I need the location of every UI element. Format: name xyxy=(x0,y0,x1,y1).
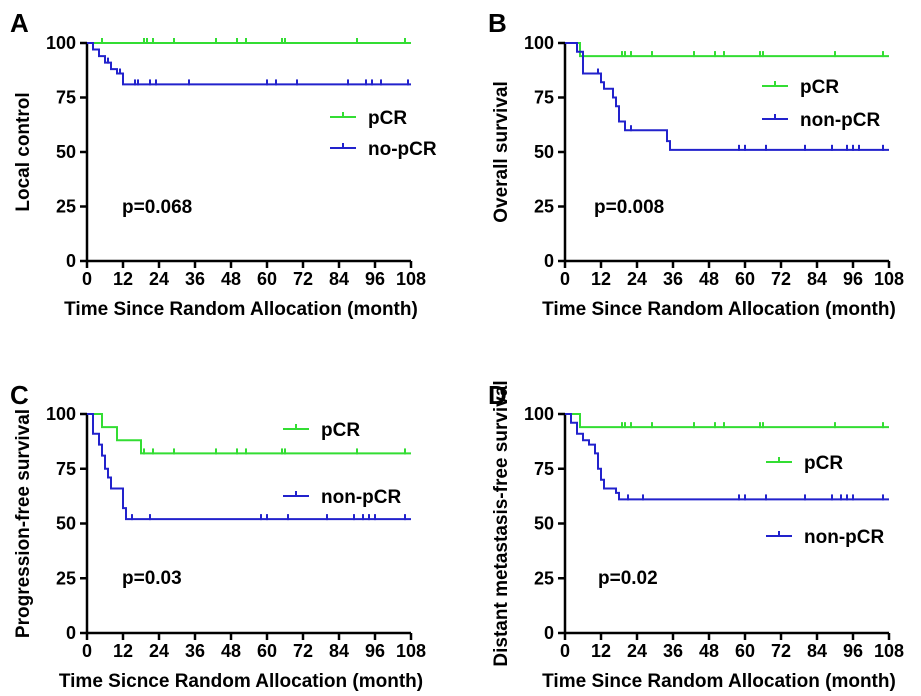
legend-label: no-pCR xyxy=(368,139,437,160)
y-tick-label: 0 xyxy=(544,623,554,643)
x-tick-label: 36 xyxy=(185,641,205,661)
x-tick-label: 36 xyxy=(185,269,205,289)
panel-letter: B xyxy=(488,8,507,38)
x-tick-label: 12 xyxy=(113,641,133,661)
series-line-pcr xyxy=(565,42,889,58)
y-axis-label: Distant metastasis-free survival xyxy=(491,380,512,666)
y-tick-label: 75 xyxy=(534,459,554,479)
y-tick-label: 50 xyxy=(534,142,554,162)
p-value-annotation: p=0.02 xyxy=(598,568,658,589)
legend-label: non-pCR xyxy=(800,110,880,131)
y-tick-label: 25 xyxy=(56,568,76,588)
x-tick-label: 108 xyxy=(874,641,904,661)
panel-letter: C xyxy=(10,380,29,410)
series-line-no-pcr xyxy=(87,42,411,86)
legend-label: pCR xyxy=(804,453,843,474)
y-tick-label: 50 xyxy=(534,514,554,534)
x-tick-label: 108 xyxy=(874,269,904,289)
y-tick-label: 50 xyxy=(56,514,76,534)
x-tick-label: 0 xyxy=(560,269,570,289)
x-tick-label: 72 xyxy=(771,269,791,289)
x-tick-label: 48 xyxy=(221,641,241,661)
y-tick-label: 0 xyxy=(544,251,554,271)
x-tick-label: 0 xyxy=(560,641,570,661)
legend-label: pCR xyxy=(321,420,360,441)
y-tick-label: 100 xyxy=(524,404,554,424)
x-tick-label: 60 xyxy=(735,269,755,289)
p-value-annotation: p=0.068 xyxy=(122,197,192,218)
y-tick-label: 25 xyxy=(56,197,76,217)
x-tick-label: 72 xyxy=(771,641,791,661)
panel-a: A 0 25 50 75 100 0 12 24 36 48 60 72 84 96 108 Time Sinc… xyxy=(10,8,437,320)
x-tick-label: 48 xyxy=(699,269,719,289)
y-tick-label: 75 xyxy=(56,459,76,479)
y-tick-label: 75 xyxy=(534,88,554,108)
x-tick-label: 24 xyxy=(149,269,169,289)
series-line-pcr xyxy=(565,413,889,429)
x-tick-label: 48 xyxy=(699,641,719,661)
y-tick-label: 75 xyxy=(56,88,76,108)
x-tick-label: 0 xyxy=(82,641,92,661)
panel-c: C 0 25 50 75 100 0 12 24 36 48 60 72 84 96 108 Time Sicn… xyxy=(10,380,426,692)
y-tick-label: 50 xyxy=(56,142,76,162)
x-tick-label: 96 xyxy=(365,641,385,661)
y-tick-label: 100 xyxy=(46,33,76,53)
legend-label: non-pCR xyxy=(321,487,401,508)
x-tick-label: 60 xyxy=(735,641,755,661)
y-tick-label: 0 xyxy=(66,251,76,271)
y-axis-label: Local control xyxy=(13,92,34,211)
x-tick-label: 84 xyxy=(807,269,827,289)
y-axis-label: Overall survival xyxy=(491,81,512,223)
y-tick-label: 25 xyxy=(534,568,554,588)
panel-letter: A xyxy=(10,8,29,38)
x-axis-label: Time Since Random Allocation (month) xyxy=(542,299,896,320)
x-tick-label: 60 xyxy=(257,269,277,289)
series-line-non-pcr xyxy=(87,413,411,521)
x-tick-label: 60 xyxy=(257,641,277,661)
x-tick-label: 24 xyxy=(627,269,647,289)
y-axis-label: Progression-free survival xyxy=(13,409,34,638)
series-line-non-pcr xyxy=(565,413,889,501)
x-tick-label: 24 xyxy=(627,641,647,661)
x-tick-label: 84 xyxy=(329,269,349,289)
legend-label: pCR xyxy=(800,77,839,98)
y-tick-label: 25 xyxy=(534,197,554,217)
y-tick-label: 0 xyxy=(66,623,76,643)
y-tick-label: 100 xyxy=(46,404,76,424)
series-line-non-pcr xyxy=(565,42,889,151)
x-tick-label: 12 xyxy=(113,269,133,289)
x-tick-label: 84 xyxy=(329,641,349,661)
x-tick-label: 96 xyxy=(365,269,385,289)
legend-label: non-pCR xyxy=(804,527,884,548)
x-tick-label: 108 xyxy=(396,641,426,661)
x-tick-label: 72 xyxy=(293,641,313,661)
x-tick-label: 84 xyxy=(807,641,827,661)
x-axis-label: Time Since Random Allocation (month) xyxy=(64,299,418,320)
x-tick-label: 0 xyxy=(82,269,92,289)
x-tick-label: 108 xyxy=(396,269,426,289)
legend-label: pCR xyxy=(368,108,407,129)
y-tick-label: 100 xyxy=(524,33,554,53)
x-tick-label: 36 xyxy=(663,269,683,289)
x-tick-label: 12 xyxy=(591,269,611,289)
panel-d: D 0 25 50 75 100 0 12 24 36 48 60 72 84 96 108 Time Sinc… xyxy=(488,380,904,692)
x-tick-label: 96 xyxy=(843,269,863,289)
x-tick-label: 48 xyxy=(221,269,241,289)
x-tick-label: 36 xyxy=(663,641,683,661)
x-axis-label: Time Sicnce Random Allocation (month) xyxy=(59,671,423,691)
x-tick-label: 12 xyxy=(591,641,611,661)
panel-b: B 0 25 50 75 100 0 12 24 36 48 60 72 84 96 108 Time Sinc… xyxy=(488,8,904,320)
x-tick-label: 24 xyxy=(149,641,169,661)
x-tick-label: 96 xyxy=(843,641,863,661)
x-axis-label: Time Since Random Allocation (month) xyxy=(542,671,896,691)
x-tick-label: 72 xyxy=(293,269,313,289)
p-value-annotation: p=0.03 xyxy=(122,568,182,589)
p-value-annotation: p=0.008 xyxy=(594,197,664,218)
panel-letter: D xyxy=(488,380,507,410)
series-line-pcr xyxy=(87,413,411,455)
